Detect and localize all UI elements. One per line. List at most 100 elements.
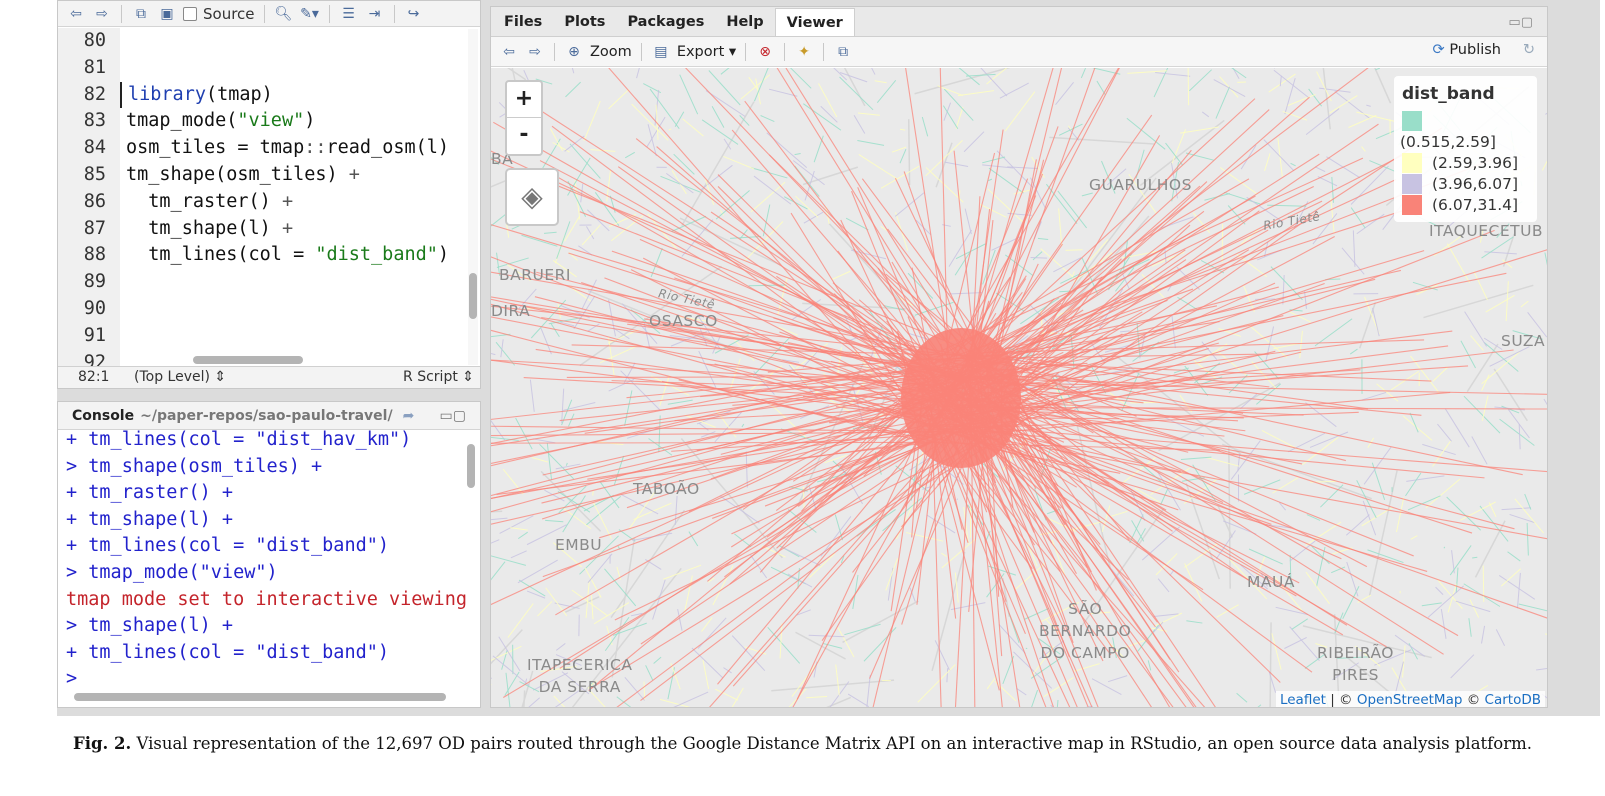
od-line (1501, 405, 1520, 414)
od-line (1543, 398, 1547, 406)
od-line (1406, 475, 1445, 482)
code-tools-wand-icon[interactable]: ✎▾ (300, 5, 319, 22)
base-road (579, 265, 723, 367)
back-arrow-icon[interactable]: ⇦ (503, 43, 515, 60)
minimize-maximize-icon[interactable]: ▭▢ (439, 407, 466, 424)
od-line (1407, 495, 1441, 511)
editor-horizontal-scrollbar[interactable] (193, 356, 303, 364)
od-line (910, 463, 918, 501)
od-line (540, 666, 577, 672)
tab-plots[interactable]: Plots (564, 14, 606, 30)
base-road (1049, 136, 1155, 145)
od-line (1305, 571, 1330, 605)
zoom-button[interactable]: Zoom (590, 43, 632, 60)
code-line[interactable]: tm_shape(l) + (120, 216, 468, 243)
re-run-icon[interactable]: ↪ (407, 5, 420, 22)
od-line (1468, 618, 1472, 637)
tab-viewer[interactable]: Viewer (774, 8, 855, 36)
run-line-icon[interactable]: ⇥ (368, 5, 381, 22)
code-area[interactable]: library(tmap) tmap_mode("view") osm_tiles … (120, 28, 468, 368)
export-menu[interactable]: Export ▾ (676, 43, 737, 60)
od-line (954, 572, 959, 603)
back-arrow-icon[interactable]: ⇦ (70, 5, 82, 22)
leaflet-link[interactable]: Leaflet (1279, 692, 1326, 708)
code-line[interactable] (120, 296, 468, 323)
code-line[interactable] (120, 28, 468, 55)
show-in-window-icon[interactable]: ⧉ (136, 5, 146, 22)
base-road (1374, 68, 1392, 104)
find-replace-icon[interactable]: 🔍︎ (274, 5, 293, 22)
zoom-out-button[interactable]: - (519, 122, 529, 147)
export-icon[interactable]: ▤ (654, 43, 668, 60)
od-line (1003, 330, 1453, 388)
od-line (1356, 111, 1395, 122)
code-line[interactable]: tm_raster() + (120, 189, 468, 216)
publish-button[interactable]: ⟳ Publish (1433, 42, 1501, 58)
od-line (1304, 291, 1307, 309)
console-output[interactable]: + tm_lines(col = "dist_hav_km") > tm_shap… (66, 427, 466, 687)
od-line (1231, 68, 1247, 79)
remove-viewer-icon[interactable]: ⊗ (759, 43, 772, 60)
od-line (1459, 501, 1496, 521)
forward-arrow-icon[interactable]: ⇨ (529, 43, 541, 60)
cartodb-link[interactable]: CartoDB (1484, 692, 1541, 708)
code-line[interactable] (120, 269, 468, 296)
file-type-selector[interactable]: R Script ⇕ (403, 369, 474, 385)
od-line (1470, 335, 1484, 351)
source-on-save-checkbox[interactable] (183, 6, 197, 21)
od-line (852, 574, 859, 610)
zoom-in-button[interactable]: + (507, 82, 541, 118)
openstreetmap-link[interactable]: OpenStreetMap (1356, 692, 1463, 708)
od-line (720, 210, 725, 216)
save-icon[interactable]: ▣ (160, 5, 174, 22)
go-to-directory-icon[interactable]: ➦ (402, 407, 415, 424)
od-line (1057, 190, 1088, 229)
forward-arrow-icon[interactable]: ⇨ (96, 5, 108, 22)
od-line (962, 249, 1547, 433)
editor-vertical-scrollbar[interactable] (469, 273, 477, 319)
od-line (1305, 402, 1337, 428)
od-line (1236, 253, 1268, 278)
od-line (584, 567, 602, 598)
zoom-icon[interactable]: ⊕ (568, 43, 580, 60)
layers-icon[interactable]: ◈ (505, 168, 559, 226)
code-line[interactable]: tmap_mode("view") (120, 108, 468, 135)
od-line (882, 497, 923, 532)
source-on-save-label: Source (203, 4, 255, 23)
minimize-maximize-icon[interactable]: ▭▢ (1508, 15, 1533, 30)
console-horizontal-scrollbar[interactable] (74, 693, 446, 701)
od-line (1361, 506, 1393, 527)
clear-all-broom-icon[interactable]: ✦ (798, 43, 811, 60)
od-line (1507, 551, 1521, 562)
od-line (1464, 311, 1488, 347)
code-line[interactable]: library(tmap) (120, 81, 468, 109)
od-line (971, 389, 1195, 707)
compile-report-icon[interactable]: ☰ (342, 5, 355, 22)
tab-packages[interactable]: Packages (627, 14, 705, 30)
code-token: tm_raster() (126, 190, 282, 212)
od-line (608, 299, 616, 337)
tab-help[interactable]: Help (726, 14, 764, 30)
od-line (1263, 139, 1295, 172)
base-road (842, 600, 919, 643)
od-line (1218, 328, 1241, 337)
od-line (985, 249, 1250, 411)
od-line (561, 671, 590, 695)
tab-files[interactable]: Files (504, 14, 543, 30)
show-in-new-window-icon[interactable]: ⧉ (838, 43, 849, 60)
code-line[interactable] (120, 55, 468, 82)
od-line (560, 321, 575, 327)
code-line[interactable]: tm_lines(col = "dist_band") (120, 242, 468, 269)
refresh-icon[interactable]: ↻ (1522, 42, 1535, 58)
od-line (630, 612, 643, 617)
leaflet-map[interactable]: BARUERI OSASCO GUARULHOS TABOÃO EMBU ITA… (491, 68, 1547, 708)
console-title: Console (72, 407, 135, 424)
scope-selector[interactable]: (Top Level) ⇕ (134, 369, 227, 385)
od-line (767, 359, 921, 373)
code-line[interactable]: tm_shape(osm_tiles) + (120, 162, 468, 189)
console-vertical-scrollbar[interactable] (467, 444, 475, 488)
code-line[interactable] (120, 323, 468, 350)
editor-vertical-scrollbar-track[interactable] (468, 29, 478, 365)
code-line[interactable]: osm_tiles = tmap::read_osm(l) (120, 135, 468, 162)
od-line (551, 125, 928, 408)
